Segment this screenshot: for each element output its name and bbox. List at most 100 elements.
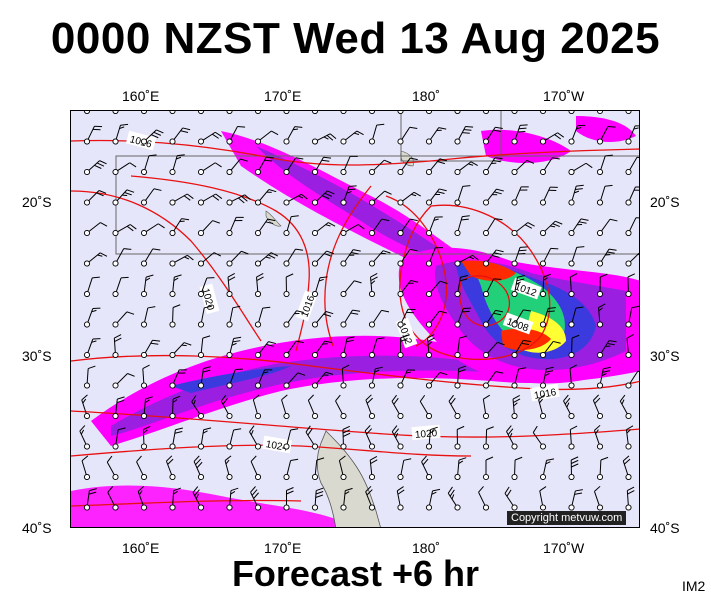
wind-barb	[140, 396, 153, 420]
wind-barb	[397, 369, 416, 389]
wind-barb	[539, 366, 554, 389]
lon-label-bottom: 160˚E	[122, 540, 160, 556]
wind-barb	[397, 458, 412, 481]
wind-barb	[539, 132, 565, 145]
wind-barb	[596, 273, 608, 298]
wind-barb	[625, 186, 639, 206]
isobar	[71, 139, 639, 166]
wind-barb	[169, 127, 191, 145]
lat-label-left: 30˚S	[22, 348, 52, 364]
wind-barb	[193, 455, 205, 481]
wind-barb	[396, 486, 405, 511]
wind-barb	[596, 111, 604, 115]
wind-barb	[425, 280, 448, 298]
wind-barb	[169, 342, 192, 359]
wind-barb	[625, 334, 634, 359]
wind-barb	[596, 366, 611, 389]
wind-barb	[136, 455, 148, 481]
wind-barb	[107, 486, 119, 511]
wind-barb	[539, 220, 563, 237]
lon-label-bottom: 170˚W	[543, 540, 585, 556]
wind-barb	[226, 428, 242, 450]
wind-barb	[340, 185, 357, 206]
wind-barb	[506, 425, 518, 450]
wind-barb	[197, 162, 222, 176]
wind-barb	[169, 427, 183, 450]
lat-label-right: 20˚S	[650, 194, 680, 210]
wind-barb	[83, 111, 91, 115]
wind-barb	[283, 193, 308, 206]
wind-barb	[112, 111, 119, 115]
isobar-label: 1024	[265, 439, 289, 454]
wind-barb	[250, 486, 262, 511]
wind-barb	[197, 252, 222, 267]
wind-barb	[226, 216, 244, 237]
wind-barb	[593, 424, 604, 450]
wind-barb	[568, 218, 589, 237]
wind-barb	[83, 338, 101, 359]
wind-barb	[425, 426, 438, 450]
wind-barb	[112, 276, 129, 298]
wind-barb	[592, 394, 604, 420]
wind-barb	[568, 162, 593, 176]
wind-barb	[311, 276, 328, 298]
wind-barb	[169, 218, 190, 237]
wind-barb	[368, 123, 385, 145]
wind-barb	[226, 368, 243, 389]
image-code: IM2	[682, 578, 706, 594]
wind-barb	[539, 340, 561, 359]
wind-barb	[140, 306, 156, 328]
wind-barb	[625, 217, 639, 237]
wind-barb	[140, 339, 161, 359]
wind-barb	[563, 394, 575, 420]
wind-barb	[625, 486, 635, 511]
wind-barb	[482, 278, 502, 298]
wind-barb	[511, 124, 528, 145]
wind-barb	[454, 185, 471, 206]
wind-barb	[539, 157, 560, 176]
lat-label-right: 40˚S	[650, 520, 680, 536]
wind-barb	[197, 427, 212, 450]
wind-barb	[169, 304, 181, 328]
wind-barb	[140, 188, 162, 206]
wind-barb	[169, 254, 194, 267]
wind-barb	[283, 126, 303, 145]
wind-barb	[83, 276, 100, 298]
wind-barb	[625, 305, 639, 328]
wind-barb	[338, 455, 347, 481]
wind-barb	[112, 162, 137, 176]
wind-barb	[226, 125, 246, 145]
wind-barb	[454, 425, 465, 450]
wind-barb	[511, 395, 521, 420]
lon-label-top: 170˚E	[264, 88, 302, 104]
lon-label-bottom: 180˚	[412, 540, 441, 556]
lon-label-bottom: 170˚E	[264, 540, 302, 556]
wind-barb	[83, 190, 107, 206]
isobar-label: 1016	[533, 387, 557, 402]
wind-barb	[140, 111, 148, 115]
lat-label-right: 30˚S	[650, 348, 680, 364]
wind-barb	[192, 486, 205, 511]
wind-barb	[397, 218, 418, 237]
wind-barb	[425, 371, 448, 389]
wind-barb	[169, 395, 181, 420]
wind-barb	[83, 252, 108, 267]
zone-box-fiji	[400, 111, 502, 162]
wind-barb	[397, 308, 416, 328]
wind-barb	[625, 370, 639, 389]
wind-barb	[169, 154, 185, 176]
wind-barb	[311, 133, 337, 145]
wind-barb	[568, 306, 584, 328]
wind-barb	[425, 247, 443, 267]
wind-barb	[165, 455, 176, 481]
wind-barb	[283, 458, 299, 481]
wind-barb	[482, 426, 494, 450]
wind-barb	[226, 305, 241, 328]
wind-barb	[311, 156, 332, 176]
wind-barb	[368, 366, 383, 389]
wind-barb	[397, 334, 408, 359]
wind-barb	[397, 248, 418, 267]
isobar	[71, 410, 639, 438]
wind-barb	[112, 396, 125, 420]
wind-barb	[197, 193, 223, 206]
